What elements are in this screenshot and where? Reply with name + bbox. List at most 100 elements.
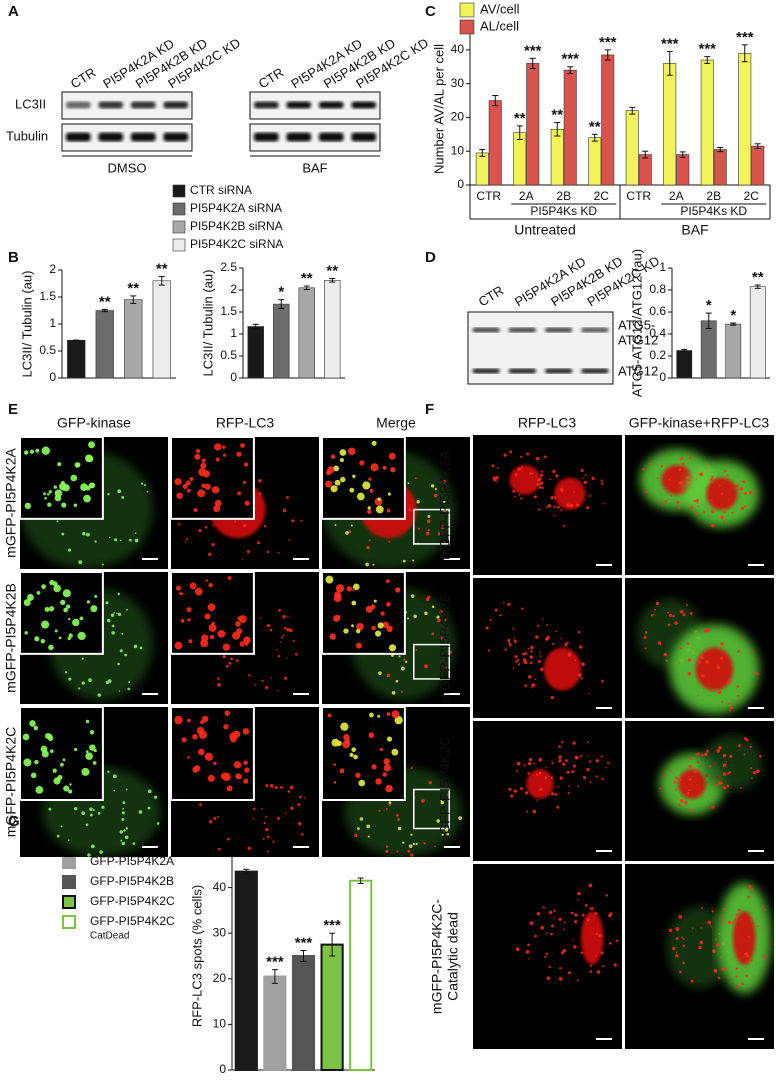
puncta [242,558,244,560]
puncta [693,769,698,773]
puncta [553,505,556,508]
puncta [134,538,139,543]
inset-puncta [244,500,250,506]
puncta [558,759,562,763]
puncta [406,617,410,620]
puncta [288,539,291,542]
puncta [527,772,530,775]
inset-puncta [214,499,222,507]
inset-puncta [386,625,393,633]
panel-label: C [425,3,436,20]
y-axis-label: LC3II/ Tubulin (au) [19,271,34,378]
puncta [710,475,714,478]
puncta [444,666,447,669]
puncta [300,519,303,522]
inset-puncta [63,785,70,792]
inset-puncta [187,755,190,759]
puncta [97,693,102,697]
blot-band [544,327,573,333]
y-tick-label: 0.2 [649,348,666,362]
puncta [537,478,541,482]
puncta [512,489,516,493]
y-tick-label: 0 [230,370,237,384]
puncta [678,506,681,509]
puncta [720,515,724,520]
bar [601,54,615,186]
blot-band [351,132,377,142]
inset-puncta [371,625,376,631]
inset-puncta [339,768,345,774]
puncta [562,762,566,766]
bar [638,154,652,186]
puncta [134,532,137,534]
bar [234,870,258,1072]
puncta [120,839,123,842]
inset-puncta [377,714,381,718]
puncta [595,932,598,935]
puncta [668,928,673,933]
legend-swatch [172,202,186,216]
bar [273,303,290,379]
puncta [496,467,499,469]
puncta [217,682,221,687]
inset-puncta [53,485,58,489]
puncta [248,674,251,677]
significance-label: ** [326,263,338,280]
puncta [613,963,617,967]
puncta [695,499,699,503]
puncta [572,741,576,745]
inset-puncta [197,748,205,756]
puncta [514,473,518,477]
puncta [124,653,127,657]
puncta [686,642,690,645]
inset-puncta [58,636,62,640]
inset-puncta [368,477,372,481]
puncta [458,816,462,820]
puncta [529,921,534,925]
puncta [81,657,84,660]
blot-band [286,132,312,142]
puncta [720,782,723,785]
inset-puncta [391,748,399,756]
puncta [259,617,262,619]
significance-label: ** [127,280,139,297]
puncta [743,737,747,740]
puncta [523,764,526,767]
inset-puncta [383,758,390,765]
y-tick-label: 1 [230,326,237,340]
inset-puncta [77,631,86,641]
puncta [413,614,417,619]
puncta [447,794,449,796]
inset-puncta [370,463,379,472]
y-tick-label: 1 [659,260,666,274]
puncta [396,850,399,853]
bar [291,955,316,1071]
inset-puncta [215,457,220,462]
puncta [642,468,645,471]
puncta [575,503,580,507]
puncta [507,638,511,642]
y-tick-label: 20 [451,110,465,124]
puncta [745,974,749,978]
puncta [508,643,512,647]
puncta [122,807,125,810]
puncta [156,822,160,825]
puncta [391,690,396,695]
puncta [282,508,287,513]
inset-puncta [222,643,231,651]
inset-puncta [22,733,30,741]
significance-label: ** [752,269,764,286]
puncta [521,607,524,610]
inset [322,437,406,520]
puncta [354,833,358,838]
micrograph [20,707,168,857]
puncta [539,481,544,485]
inset [20,572,104,655]
puncta [711,805,715,809]
puncta [700,655,704,660]
condition-label: Untreated [514,222,575,238]
significance-label: ** [99,293,111,310]
inset-puncta [23,599,31,607]
puncta [178,523,181,526]
puncta [153,795,158,799]
